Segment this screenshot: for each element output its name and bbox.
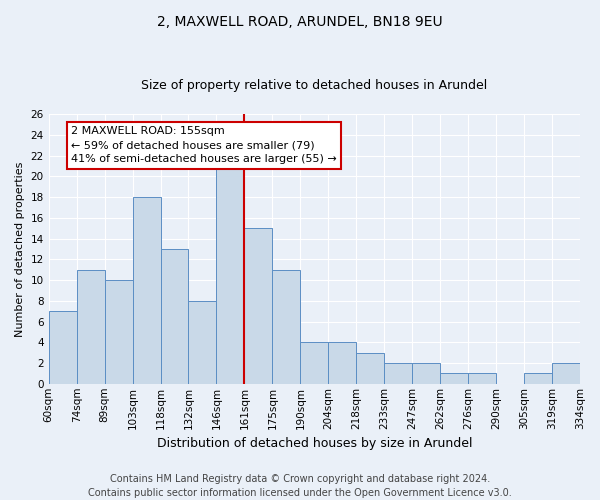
Bar (188, 301, 217, 384)
Bar (356, 352, 384, 384)
Bar (104, 280, 133, 384)
Bar (468, 374, 496, 384)
Bar (161, 249, 188, 384)
Y-axis label: Number of detached properties: Number of detached properties (15, 161, 25, 336)
Bar (217, 166, 244, 384)
Bar (272, 270, 301, 384)
Bar (328, 342, 356, 384)
Bar (77, 270, 104, 384)
Bar (552, 363, 580, 384)
Text: Contains HM Land Registry data © Crown copyright and database right 2024.
Contai: Contains HM Land Registry data © Crown c… (88, 474, 512, 498)
Bar (524, 374, 552, 384)
Bar (49, 311, 77, 384)
Bar (412, 363, 440, 384)
Title: Size of property relative to detached houses in Arundel: Size of property relative to detached ho… (141, 79, 487, 92)
Text: 2, MAXWELL ROAD, ARUNDEL, BN18 9EU: 2, MAXWELL ROAD, ARUNDEL, BN18 9EU (157, 15, 443, 29)
Bar (384, 363, 412, 384)
Text: 2 MAXWELL ROAD: 155sqm
← 59% of detached houses are smaller (79)
41% of semi-det: 2 MAXWELL ROAD: 155sqm ← 59% of detached… (71, 126, 337, 164)
Bar (133, 197, 161, 384)
Bar (301, 342, 328, 384)
X-axis label: Distribution of detached houses by size in Arundel: Distribution of detached houses by size … (157, 437, 472, 450)
Bar (244, 228, 272, 384)
Bar (440, 374, 468, 384)
